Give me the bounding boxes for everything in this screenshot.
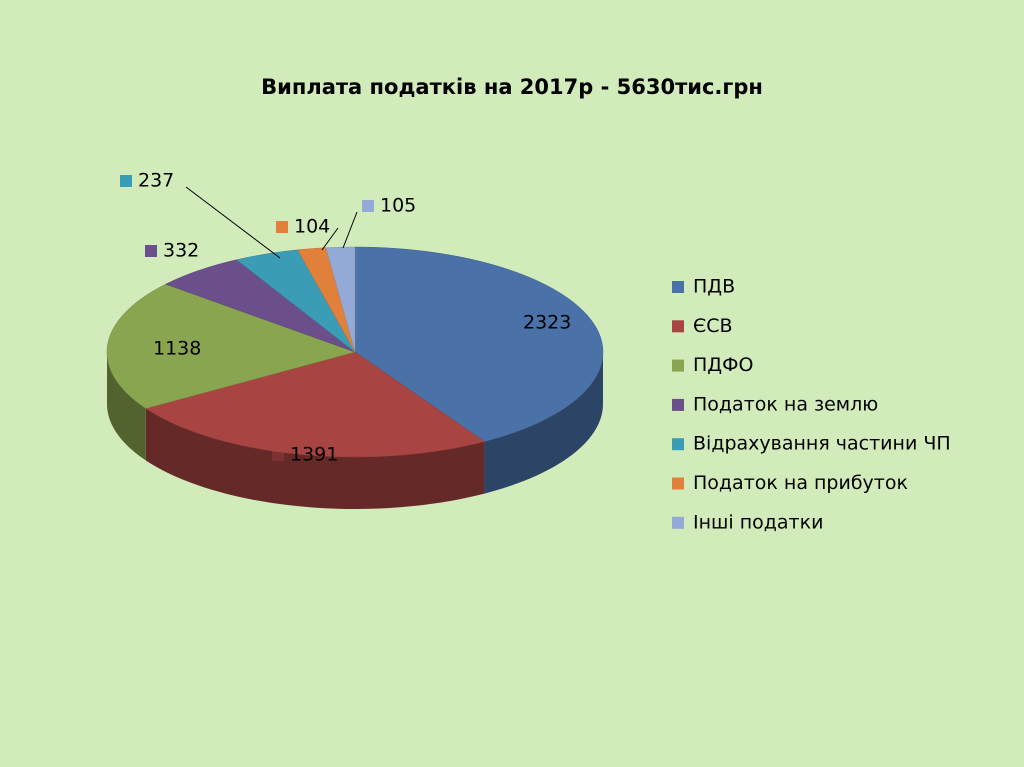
label-key [135, 343, 147, 355]
data-label: 105 [380, 195, 416, 217]
leader-line [185, 186, 281, 259]
legend-label: ПДФО [693, 354, 753, 376]
data-label: 1391 [290, 444, 338, 466]
chart-title: Виплата податків на 2017р - 5630тис.грн [261, 75, 763, 99]
leader-line [342, 211, 358, 249]
label-key [120, 175, 132, 187]
legend-swatch [672, 359, 684, 372]
slice [106, 283, 356, 409]
slice-side [107, 352, 146, 461]
label-key [272, 449, 284, 461]
label-key [276, 221, 288, 233]
data-label: 1138 [153, 338, 201, 360]
legend-label: Податок на землю [693, 393, 878, 415]
slice-side [484, 352, 603, 494]
label-key [505, 317, 517, 329]
legend-swatch [672, 477, 684, 490]
legend-swatch [672, 438, 684, 451]
slice [145, 351, 486, 458]
legend-swatch [672, 281, 684, 293]
slice [354, 246, 604, 442]
slice [165, 259, 356, 353]
data-label: 104 [294, 216, 330, 238]
legend-label: Інші податки [693, 511, 823, 533]
leader-line [321, 227, 339, 251]
legend-label: ПДВ [693, 276, 735, 298]
legend-label: ЄСВ [693, 315, 733, 337]
data-label: 2323 [523, 312, 571, 334]
data-label: 332 [163, 240, 199, 262]
slice [236, 249, 356, 353]
legend-label: Податок на прибуток [693, 472, 908, 494]
slice-side [145, 408, 485, 509]
data-label: 237 [138, 170, 174, 192]
legend-swatch [672, 320, 684, 333]
slice [297, 247, 356, 353]
label-key [145, 245, 157, 257]
slice [325, 246, 356, 353]
legend-swatch [672, 516, 684, 529]
legend-swatch [672, 398, 684, 411]
label-key [362, 200, 374, 212]
legend-label: Відрахування частини ЧП [693, 433, 951, 455]
